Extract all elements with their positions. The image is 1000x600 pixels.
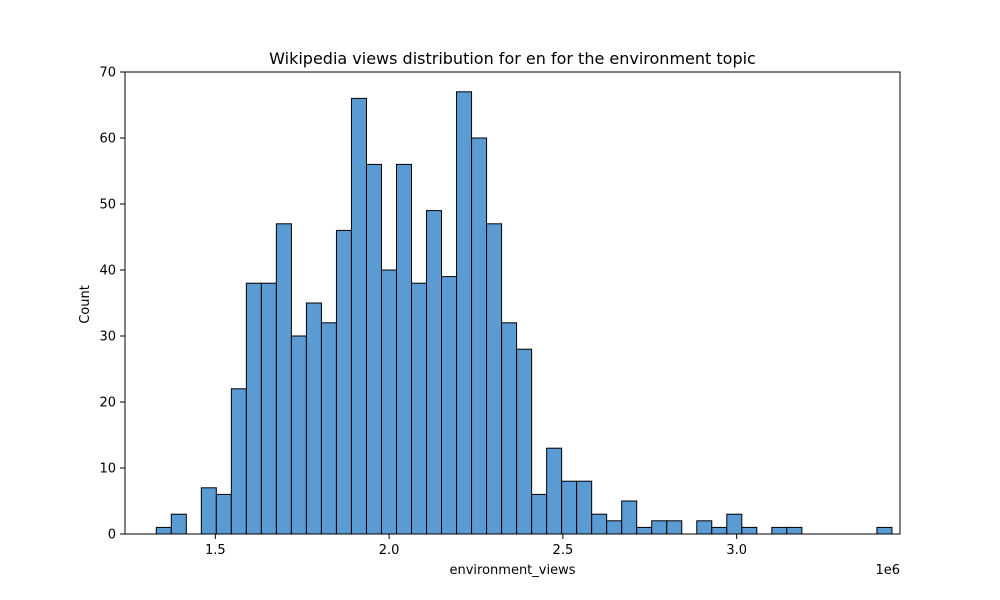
histogram-bar (290, 335, 307, 535)
histogram-bar (591, 513, 608, 535)
y-tick-label: 20 (99, 396, 116, 411)
histogram-bar (260, 282, 277, 535)
plot-frame (124, 71, 901, 535)
histogram-bar (636, 526, 653, 535)
y-tick-label: 50 (99, 198, 116, 213)
histogram-bar (380, 269, 397, 535)
histogram-bar (215, 493, 232, 535)
histogram-bar (456, 91, 473, 535)
histogram-bar (245, 282, 262, 535)
histogram-bar (546, 447, 563, 535)
histogram-bar (621, 500, 638, 535)
histogram-bar (651, 520, 668, 535)
histogram-bar (230, 388, 247, 535)
histogram-bar (305, 302, 322, 535)
histogram-bar (155, 526, 172, 535)
x-axis-label: environment_views (449, 563, 575, 578)
histogram-bar (486, 223, 503, 535)
x-tick-label: 2.5 (553, 543, 574, 558)
histogram-bar (696, 520, 713, 535)
x-axis-ticks: 1.5 2.0 2.5 3.0 (205, 534, 747, 558)
y-tick-label: 30 (99, 330, 116, 345)
y-tick-label: 10 (99, 462, 116, 477)
y-axis-ticks: 0 10 20 30 40 50 60 70 (99, 66, 125, 543)
histogram-bar (471, 137, 488, 535)
histogram-bar (200, 487, 217, 535)
chart-title: Wikipedia views distribution for en for … (269, 49, 756, 68)
histogram-bar (576, 480, 593, 535)
histogram-bar (350, 97, 367, 535)
histogram-bar (531, 493, 548, 535)
y-axis-label: Count (78, 285, 93, 324)
histogram-bar (320, 322, 337, 535)
histogram-bar (726, 513, 743, 535)
x-tick-label: 2.0 (379, 543, 400, 558)
y-tick-label: 60 (99, 132, 116, 147)
histogram-bar (771, 526, 788, 535)
histogram-bar (741, 526, 758, 535)
bars-group (155, 91, 893, 535)
histogram-bar (666, 520, 683, 535)
histogram-bar (516, 348, 533, 535)
histogram-bar (606, 520, 623, 535)
x-tick-label: 3.0 (726, 543, 747, 558)
histogram-bar (365, 163, 382, 535)
histogram-bar (170, 513, 187, 535)
histogram-bar (426, 210, 443, 535)
histogram-bar (395, 163, 413, 535)
x-axis-offset-label: 1e6 (875, 563, 900, 578)
histogram-bar (501, 322, 518, 535)
y-tick-label: 0 (108, 528, 116, 543)
histogram-bar (411, 282, 428, 535)
x-tick-label: 1.5 (205, 543, 226, 558)
y-tick-label: 70 (99, 66, 116, 81)
histogram-bar (441, 276, 458, 535)
histogram-bar (711, 526, 728, 535)
histogram-bar (275, 223, 292, 535)
histogram-bar (335, 229, 352, 535)
histogram-bar (876, 526, 893, 535)
histogram-bar (786, 526, 803, 535)
y-tick-label: 40 (99, 264, 116, 279)
histogram-bar (561, 480, 578, 535)
